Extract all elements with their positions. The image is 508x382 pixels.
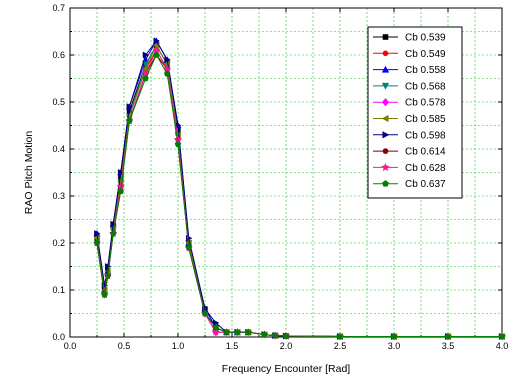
legend-item: Cb 0.539: [373, 33, 446, 44]
x-tick-label: 1.5: [226, 341, 239, 351]
legend: Cb 0.539 Cb 0.549 Cb 0.558 Cb 0.568 Cb 0.578…: [367, 26, 463, 199]
legend-label: Cb 0.558: [405, 65, 446, 76]
y-tick-label: 0.1: [52, 285, 65, 295]
y-tick-label: 0.4: [52, 144, 65, 154]
data-point: [390, 333, 398, 340]
legend-marker: [382, 131, 390, 139]
x-tick-label: 0.0: [64, 341, 77, 351]
x-tick-label: 2.0: [280, 341, 293, 351]
data-point: [126, 103, 134, 111]
data-point: [117, 187, 125, 195]
x-tick-label: 0.5: [118, 341, 131, 351]
data-point: [126, 117, 133, 124]
legend-label: Cb 0.614: [405, 147, 446, 158]
x-tick-label: 4.0: [496, 341, 508, 351]
legend-item: Cb 0.585: [373, 114, 446, 125]
data-point: [164, 56, 171, 64]
data-point: [117, 168, 125, 177]
data-point: [261, 331, 268, 338]
data-point: [94, 230, 101, 238]
legend-label: Cb 0.568: [405, 81, 446, 92]
data-point: [153, 37, 161, 45]
y-tick-label: 0.5: [52, 97, 65, 107]
x-tick-label: 2.5: [334, 341, 347, 351]
y-tick-label: 0.7: [52, 3, 65, 13]
y-tick-label: 0.2: [52, 238, 65, 248]
legend-item: Cb 0.598: [373, 130, 446, 141]
legend-item: Cb 0.637: [373, 179, 446, 190]
data-point: [104, 262, 112, 271]
data-point: [153, 51, 160, 58]
data-point: [185, 244, 193, 251]
data-point: [211, 327, 221, 336]
data-point: [118, 174, 124, 180]
data-point: [234, 328, 241, 336]
legend-label: Cb 0.598: [405, 130, 446, 141]
legend-label: Cb 0.637: [405, 179, 446, 190]
x-tick-label: 1.0: [172, 341, 185, 351]
x-tick-label: 3.0: [388, 341, 401, 351]
legend-marker: [381, 162, 390, 172]
legend-item: Cb 0.614: [373, 147, 446, 158]
x-axis-title: Frequency Encounter [Rad]: [222, 363, 350, 375]
data-point: [282, 332, 290, 339]
legend-label: Cb 0.549: [405, 49, 446, 60]
legend-marker: [381, 98, 390, 107]
data-point: [444, 333, 452, 340]
data-point: [110, 220, 117, 228]
legend-item: Cb 0.578: [373, 98, 446, 109]
data-point: [142, 75, 149, 82]
data-point: [271, 332, 279, 339]
y-tick-label: 0.6: [52, 50, 65, 60]
data-point: [163, 70, 171, 77]
data-point: [93, 239, 101, 246]
legend-item: Cb 0.568: [373, 81, 446, 92]
data-point: [174, 140, 182, 148]
data-point: [244, 328, 252, 336]
data-point: [109, 230, 117, 237]
legend-marker: [381, 65, 390, 73]
data-point: [223, 328, 230, 336]
legend-label: Cb 0.578: [405, 98, 446, 109]
legend-label: Cb 0.539: [405, 33, 446, 44]
legend-marker: [382, 34, 389, 40]
data-point: [104, 272, 112, 279]
data-point: [336, 333, 344, 340]
y-tick-label: 0.3: [52, 191, 65, 201]
legend-item: Cb 0.558: [373, 65, 446, 76]
legend-marker: [381, 82, 390, 90]
data-point: [101, 291, 108, 298]
legend-marker: [382, 180, 389, 187]
y-axis-title: RAO Pitch Motion: [23, 131, 35, 215]
legend-item: Cb 0.549: [373, 49, 446, 60]
axis-ticks: 0.0 0.5 1.0 1.5 2.0 2.5 3.0 3.5 4.0 0.0 0.1 0.2 0.3 0…: [52, 3, 508, 351]
legend-marker: [382, 50, 389, 57]
legend-marker: [381, 114, 389, 123]
legend-label: Cb 0.585: [405, 114, 446, 125]
x-tick-label: 3.5: [442, 341, 455, 351]
data-point: [142, 51, 150, 59]
legend-label: Cb 0.628: [405, 163, 446, 174]
data-point: [126, 108, 132, 114]
data-point: [212, 324, 220, 331]
data-point: [201, 310, 209, 317]
y-tick-label: 0.0: [52, 332, 65, 342]
series-layer: [92, 37, 507, 341]
data-point: [498, 333, 506, 340]
series-Cb-0_637: [93, 51, 506, 340]
legend-marker: [382, 148, 389, 154]
legend-item: Cb 0.628: [373, 162, 446, 174]
